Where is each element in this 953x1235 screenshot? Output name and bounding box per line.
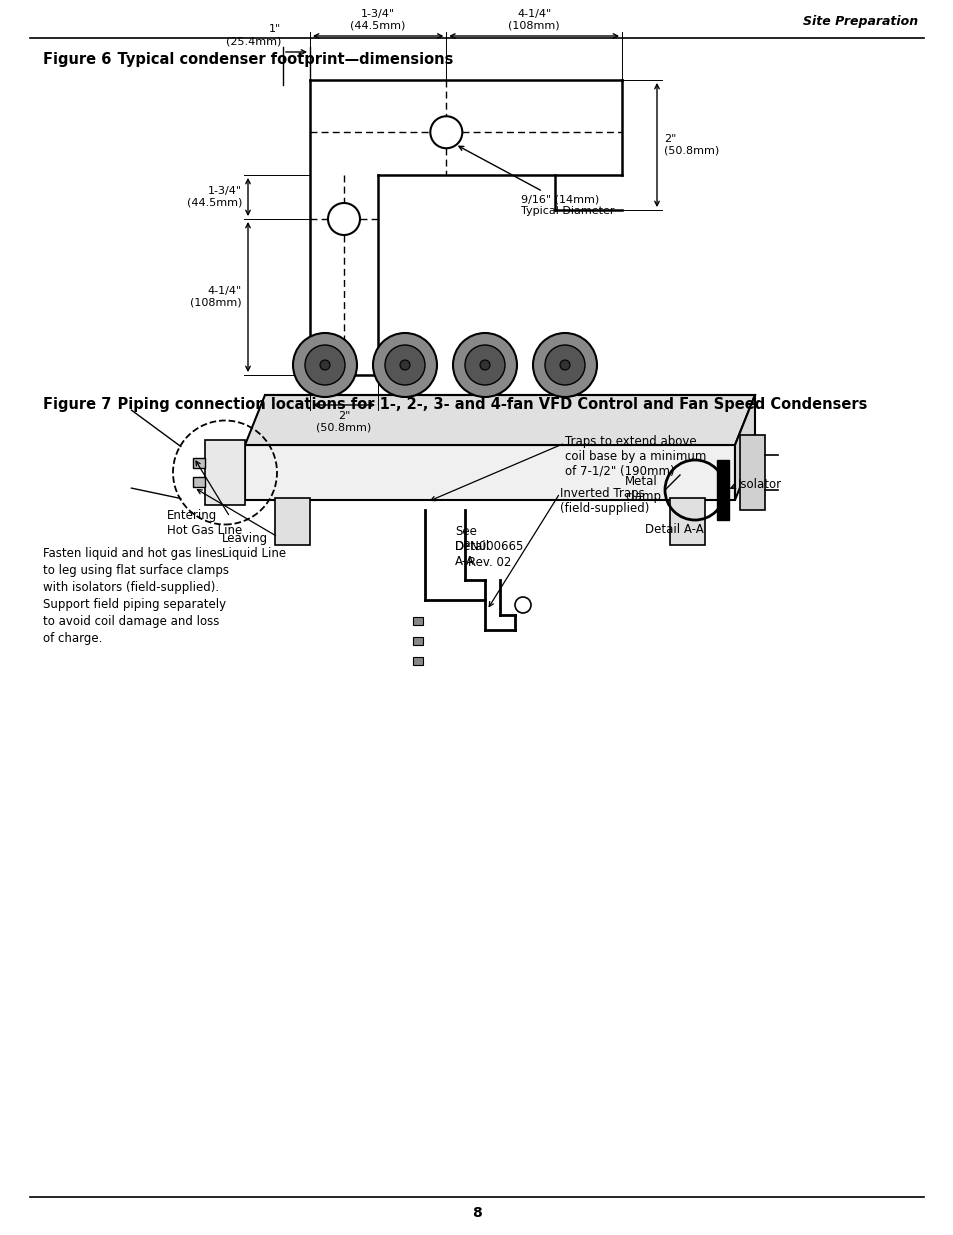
Circle shape bbox=[399, 359, 410, 370]
Text: 1"
(25.4mm): 1" (25.4mm) bbox=[226, 25, 281, 46]
Text: Figure 6: Figure 6 bbox=[43, 52, 112, 67]
Bar bbox=[413, 637, 422, 645]
Text: Figure 7: Figure 7 bbox=[43, 396, 112, 412]
Circle shape bbox=[479, 359, 490, 370]
Text: Metal
clamp: Metal clamp bbox=[624, 475, 660, 503]
Bar bbox=[205, 440, 245, 505]
Text: 8: 8 bbox=[472, 1207, 481, 1220]
Text: Fasten liquid and hot gas lines
to leg using flat surface clamps
with isolators : Fasten liquid and hot gas lines to leg u… bbox=[43, 547, 229, 645]
Circle shape bbox=[373, 333, 436, 396]
Text: Entering
Hot Gas Line: Entering Hot Gas Line bbox=[167, 509, 242, 537]
Bar bbox=[193, 477, 205, 488]
Text: Typical condenser footprint—dimensions: Typical condenser footprint—dimensions bbox=[97, 52, 453, 67]
Text: 4-1/4"
(108mm): 4-1/4" (108mm) bbox=[191, 287, 242, 308]
Circle shape bbox=[453, 333, 517, 396]
Text: Leaving
Liquid Line: Leaving Liquid Line bbox=[222, 532, 286, 559]
Circle shape bbox=[544, 345, 584, 385]
Bar bbox=[669, 498, 704, 545]
Text: 2"
(50.8mm): 2" (50.8mm) bbox=[663, 135, 719, 156]
Circle shape bbox=[533, 333, 597, 396]
Text: See
Detail
A-A: See Detail A-A bbox=[455, 525, 490, 568]
Text: 1-3/4"
(44.5mm): 1-3/4" (44.5mm) bbox=[350, 10, 405, 31]
Bar bbox=[413, 618, 422, 625]
Bar bbox=[245, 445, 734, 500]
Polygon shape bbox=[734, 395, 754, 500]
Circle shape bbox=[559, 359, 569, 370]
Text: 9/16" (14mm)
Typical Diameter: 9/16" (14mm) Typical Diameter bbox=[458, 146, 614, 216]
Polygon shape bbox=[245, 395, 754, 445]
Bar bbox=[274, 498, 310, 545]
Text: 2"
(50.8mm): 2" (50.8mm) bbox=[316, 411, 372, 432]
Text: 1-3/4"
(44.5mm): 1-3/4" (44.5mm) bbox=[187, 186, 242, 207]
Text: Piping connection locations for 1-, 2-, 3- and 4-fan VFD Control and Fan Speed C: Piping connection locations for 1-, 2-, … bbox=[97, 396, 866, 412]
Text: DPN000665
Rev. 02: DPN000665 Rev. 02 bbox=[455, 540, 524, 569]
Text: Site Preparation: Site Preparation bbox=[802, 16, 917, 28]
Circle shape bbox=[319, 359, 330, 370]
Bar bbox=[193, 458, 205, 468]
Bar bbox=[740, 435, 764, 510]
Text: Isolator: Isolator bbox=[738, 478, 781, 492]
Text: Traps to extend above
coil base by a minimum
of 7-1/2" (190mm): Traps to extend above coil base by a min… bbox=[564, 435, 705, 478]
Bar bbox=[413, 657, 422, 664]
Circle shape bbox=[385, 345, 424, 385]
Circle shape bbox=[293, 333, 356, 396]
Text: Detail A-A: Detail A-A bbox=[644, 522, 703, 536]
Circle shape bbox=[305, 345, 345, 385]
Text: 4-1/4"
(108mm): 4-1/4" (108mm) bbox=[508, 10, 559, 31]
Text: Inverted Traps
(field-supplied): Inverted Traps (field-supplied) bbox=[559, 487, 649, 515]
Circle shape bbox=[464, 345, 504, 385]
Bar bbox=[717, 459, 728, 520]
